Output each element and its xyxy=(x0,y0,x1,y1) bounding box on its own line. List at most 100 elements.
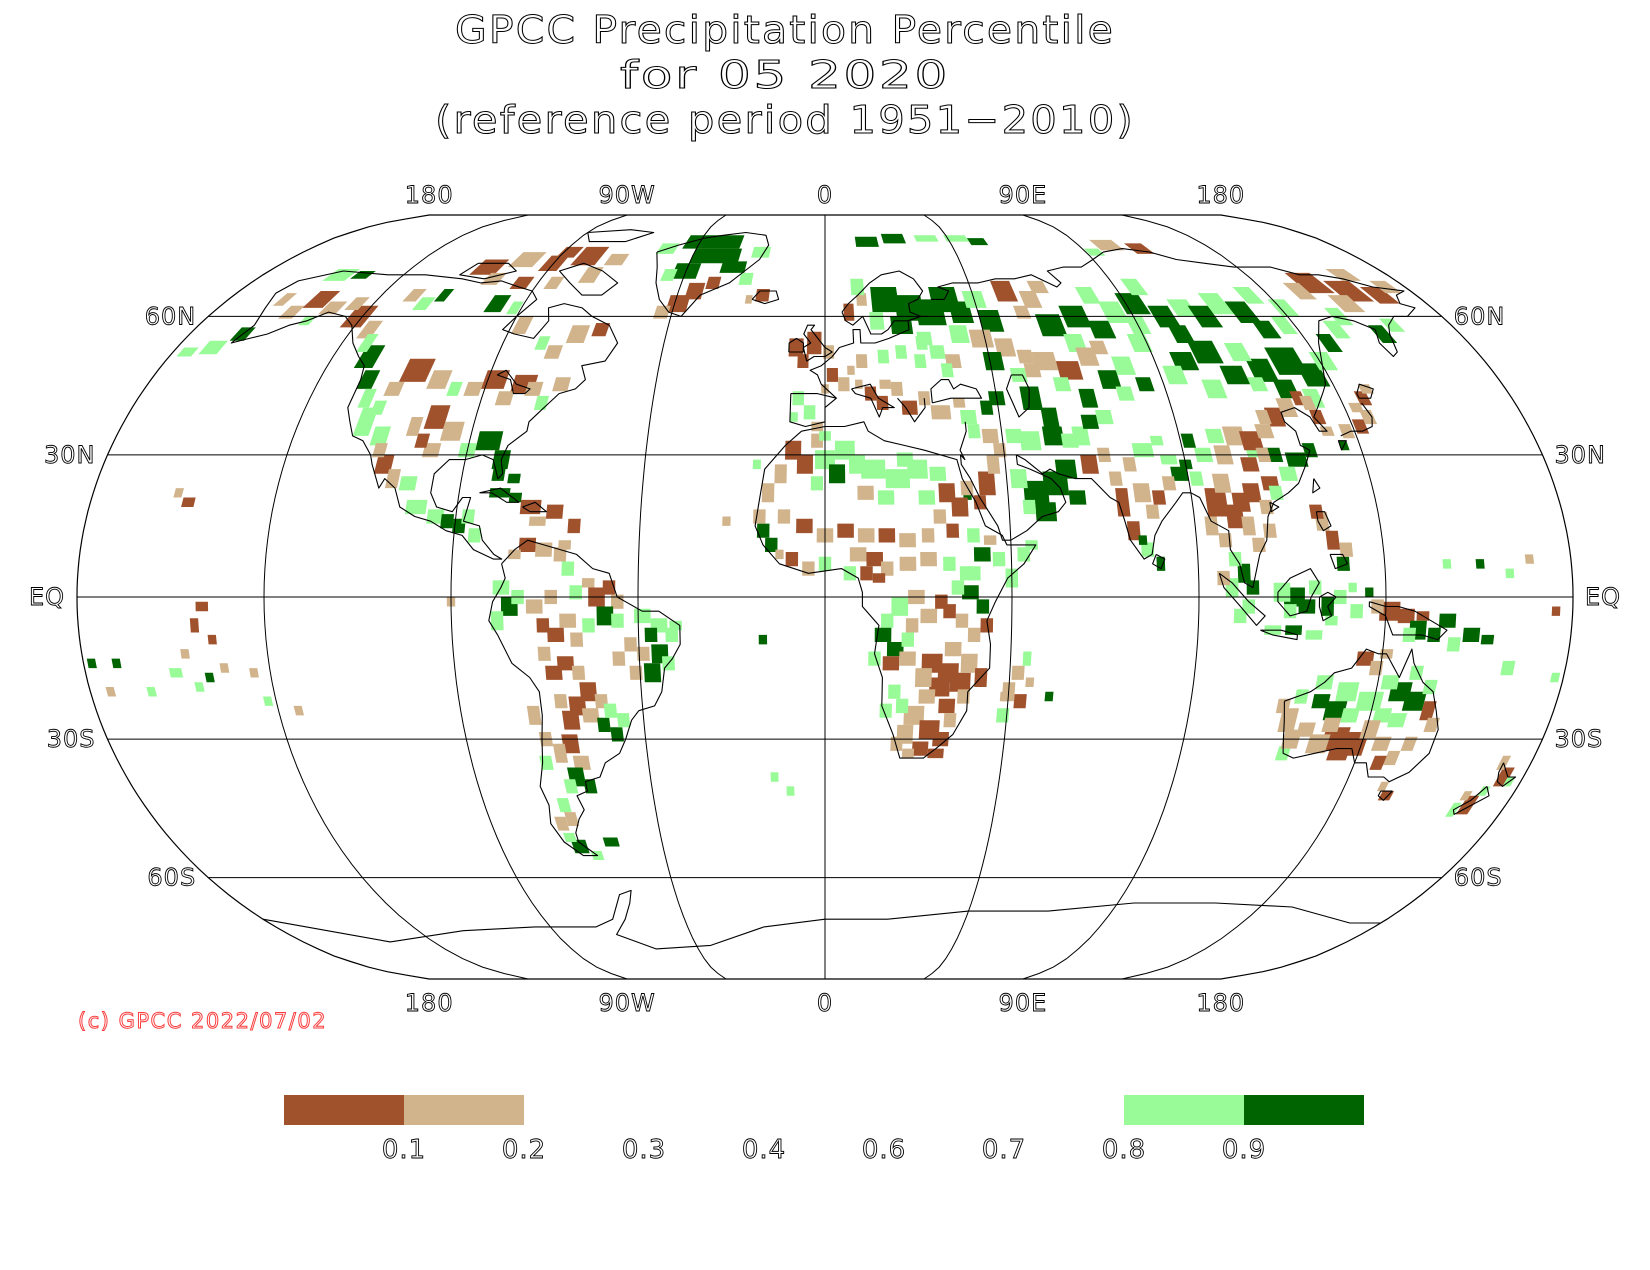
map-cell xyxy=(1459,791,1473,801)
map-cell xyxy=(543,345,564,359)
map-cell xyxy=(611,613,624,628)
map-cell xyxy=(1438,613,1457,628)
map-cell xyxy=(439,421,465,441)
map-cell xyxy=(582,618,595,633)
map-cell xyxy=(880,233,906,244)
legend: 0.1 0.2 0.3 0.4 0.6 0.7 0.8 0.9 xyxy=(284,1095,1364,1165)
legend-label: 0.4 xyxy=(742,1135,786,1165)
map-cell xyxy=(660,269,678,281)
legend-label: 0.6 xyxy=(862,1135,906,1165)
map-cell xyxy=(1268,485,1284,500)
map-cell xyxy=(1284,452,1309,467)
map-cell xyxy=(890,316,914,334)
coastline-path xyxy=(1356,383,1374,399)
lat-label-right: 30S xyxy=(1555,725,1604,753)
map-cell xyxy=(1044,691,1054,702)
map-cell xyxy=(467,528,482,543)
map-cell xyxy=(684,282,706,300)
legend-label: 0.2 xyxy=(502,1135,546,1165)
map-cell xyxy=(525,599,543,614)
map-cell xyxy=(1040,407,1060,427)
lon-label-top: 180 xyxy=(405,181,454,209)
map-cell xyxy=(86,658,97,669)
map-cell xyxy=(968,329,995,348)
meridian-line xyxy=(1121,214,1387,980)
map-cell xyxy=(765,537,778,552)
map-cell xyxy=(272,293,298,306)
graticule xyxy=(77,214,1573,980)
coastline-path xyxy=(655,231,770,317)
map-cell xyxy=(1141,542,1155,557)
map-cell xyxy=(1277,708,1300,732)
map-cell xyxy=(960,410,978,425)
meridian-line xyxy=(1022,214,1200,980)
map-cell xyxy=(761,483,775,503)
map-cell xyxy=(569,585,582,600)
map-cell xyxy=(373,454,395,474)
map-cell xyxy=(372,443,388,458)
map-cell xyxy=(838,377,850,392)
coastline-path xyxy=(558,262,619,296)
map-cell xyxy=(568,696,587,716)
map-cell xyxy=(1011,665,1025,680)
map-cell xyxy=(207,634,217,645)
page-title-line2: for 05 2020 xyxy=(620,53,950,97)
map-cell xyxy=(539,755,554,770)
lat-label-left: 60S xyxy=(147,864,196,892)
map-cell xyxy=(591,323,611,337)
map-cell xyxy=(423,405,451,429)
map-cell xyxy=(570,246,610,266)
map-cell xyxy=(986,454,1001,474)
map-cell xyxy=(475,431,504,451)
map-cell xyxy=(1149,435,1164,446)
map-cell xyxy=(537,646,551,661)
meridian-line xyxy=(637,214,727,980)
map-cell xyxy=(960,480,974,496)
map-cell xyxy=(669,620,682,631)
map-cell xyxy=(993,338,1017,357)
map-cell xyxy=(980,618,994,633)
map-cell xyxy=(1427,627,1441,642)
map-cell xyxy=(785,552,799,567)
map-cell xyxy=(1055,361,1084,380)
map-cell xyxy=(1422,679,1438,695)
map-cell xyxy=(977,471,996,496)
map-cell xyxy=(1446,637,1461,652)
map-cell xyxy=(1023,363,1042,378)
map-cell xyxy=(803,405,816,420)
map-cell xyxy=(629,665,643,680)
map-cell xyxy=(915,336,928,350)
map-outline xyxy=(76,214,1574,980)
map-cell xyxy=(508,492,523,503)
map-cell xyxy=(553,694,568,709)
map-cell xyxy=(545,504,564,519)
map-cell xyxy=(552,743,569,763)
lat-label-left: EQ xyxy=(29,583,65,611)
map-cell xyxy=(636,646,650,661)
map-cell xyxy=(262,696,274,706)
map-cell xyxy=(507,473,521,484)
map-cell xyxy=(1505,568,1515,579)
map-cell xyxy=(829,464,846,484)
map-cell xyxy=(1115,488,1131,517)
map-cell xyxy=(918,689,936,704)
map-cell xyxy=(929,466,947,481)
map-cell xyxy=(914,354,927,368)
map-frame xyxy=(76,214,1574,980)
map-cell xyxy=(1325,269,1362,281)
coastline-path xyxy=(522,501,548,513)
map-cell xyxy=(1322,320,1351,339)
map-cell xyxy=(1348,582,1357,593)
map-cell xyxy=(960,653,978,673)
map-cell xyxy=(869,312,885,330)
map-cell xyxy=(1080,414,1100,429)
map-cell xyxy=(1126,521,1141,541)
map-cell xyxy=(689,248,743,264)
map-cell xyxy=(1019,386,1043,410)
map-cell xyxy=(1078,388,1099,408)
map-cell xyxy=(1311,694,1331,709)
map-cell xyxy=(510,316,534,334)
map-cell xyxy=(357,388,377,408)
coastline-path xyxy=(1496,762,1517,787)
map-cell xyxy=(911,741,929,756)
